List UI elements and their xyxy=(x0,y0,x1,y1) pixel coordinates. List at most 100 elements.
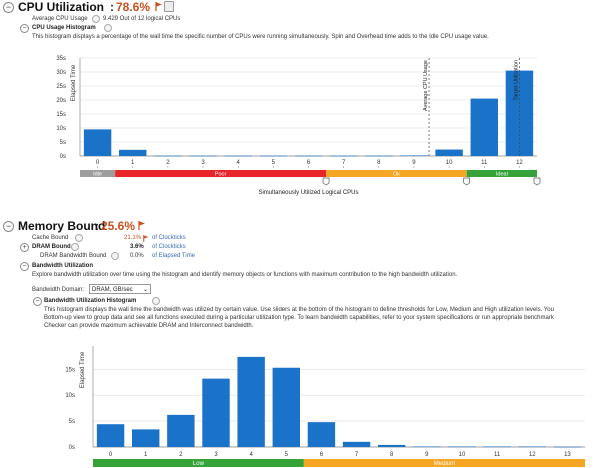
bandwidth-domain-label: Bandwidth Domain: xyxy=(32,287,85,293)
info-icon[interactable] xyxy=(71,243,79,251)
band-ok xyxy=(326,170,467,177)
dram-bandwidth-bound-unit[interactable]: of Elapsed Time xyxy=(152,253,196,259)
target-utilization-label: Target Utilization xyxy=(513,60,519,101)
x-tick-label: 1 xyxy=(144,452,148,458)
bandwidth-domain-value: DRAM, GB/sec xyxy=(92,287,133,293)
y-tick-label: 0s xyxy=(60,154,66,160)
bar xyxy=(132,429,160,447)
threshold-slider-handle[interactable] xyxy=(533,177,541,186)
x-tick-label: 8 xyxy=(390,452,394,458)
cpu-utilization-title: CPU Utilization xyxy=(18,0,104,14)
bar xyxy=(378,444,406,447)
info-icon[interactable] xyxy=(75,234,83,242)
x-tick-label: 10 xyxy=(446,160,453,166)
bar xyxy=(96,424,125,447)
bar xyxy=(505,70,534,156)
flag-icon xyxy=(143,235,149,242)
bar xyxy=(518,446,546,448)
bandwidth-histogram-desc-line-3: Checker can provide maximum achievable D… xyxy=(44,323,254,329)
flag-icon xyxy=(155,2,162,11)
band-poor-label: Poor xyxy=(215,172,227,178)
band-low xyxy=(93,459,304,467)
avg-cpu-usage-label: Average CPU Usage xyxy=(32,16,88,22)
bar xyxy=(342,441,371,447)
threshold-slider-handle[interactable] xyxy=(322,177,330,186)
y-tick-label: 15s xyxy=(65,367,75,373)
x-tick-label: 4 xyxy=(249,452,253,458)
band-ideal xyxy=(466,170,537,177)
bar xyxy=(307,422,336,447)
x-tick-label: 7 xyxy=(342,160,346,166)
y-tick-label: 30s xyxy=(56,70,66,76)
y-tick-label: 10s xyxy=(65,393,75,399)
bar xyxy=(154,155,182,157)
cpu-collapse-toggle[interactable]: − xyxy=(3,2,14,13)
band-idle-label: Idle xyxy=(93,172,102,178)
cache-bound-unit[interactable]: of Clockticks xyxy=(152,235,186,241)
y-tick-label: 15s xyxy=(56,112,66,118)
bandwidth-histogram-desc-line-1: This histogram displays the wall time th… xyxy=(44,307,554,313)
bar xyxy=(167,414,195,447)
bar xyxy=(224,155,252,157)
x-tick-label: 12 xyxy=(529,452,536,458)
bar xyxy=(553,446,582,448)
threshold-slider-handle[interactable] xyxy=(463,177,471,186)
x-tick-label: 10 xyxy=(459,452,466,458)
cpu-histogram-title: CPU Usage Histogram xyxy=(32,25,96,31)
info-icon[interactable] xyxy=(104,24,112,32)
bandwidth-domain-select[interactable]: DRAM, GB/sec ⌄ xyxy=(89,284,151,294)
x-tick-label: 4 xyxy=(237,160,241,166)
y-tick-label: 35s xyxy=(56,56,66,62)
bar xyxy=(448,446,476,448)
dram-bound-toggle[interactable]: + xyxy=(20,243,29,252)
x-axis-label: Simultaneously Utilized Logical CPUs xyxy=(258,190,358,196)
bar xyxy=(329,155,358,157)
band-idle xyxy=(80,170,116,177)
bar xyxy=(83,129,112,156)
bandwidth-utilization-description: Explore bandwidth utilization over time … xyxy=(32,272,458,278)
x-tick-label: 5 xyxy=(272,160,276,166)
x-tick-label: 9 xyxy=(425,452,429,458)
y-tick-label: 20s xyxy=(56,98,66,104)
cpu-histogram-toggle[interactable]: − xyxy=(20,24,29,33)
bandwidth-histogram-desc-line-2: Bottom-up view to group data and see all… xyxy=(44,315,554,321)
x-tick-label: 0 xyxy=(109,452,113,458)
y-tick-label: 0s xyxy=(69,445,75,451)
dram-bound-value: 3.6% xyxy=(130,244,144,250)
bar xyxy=(483,446,511,448)
cache-bound-value: 21.1% xyxy=(124,235,142,241)
y-tick-label: 5s xyxy=(69,419,75,425)
x-tick-label: 7 xyxy=(355,452,359,458)
band-ok-label: Ok xyxy=(393,172,400,178)
bar xyxy=(119,149,147,156)
bar xyxy=(272,367,300,447)
average-cpu-usage-label: Average CPU Usage xyxy=(423,60,429,111)
bar xyxy=(365,155,393,157)
band-poor xyxy=(115,170,327,177)
info-icon[interactable] xyxy=(152,297,160,305)
bandwidth-histogram-toggle[interactable]: − xyxy=(33,297,42,306)
avg-cpu-usage-value: 9.429 Out of 12 logical CPUs xyxy=(103,16,181,22)
x-tick-label: 0 xyxy=(96,160,100,166)
x-tick-label: 2 xyxy=(179,452,183,458)
dram-bandwidth-bound-label: DRAM Bandwidth Bound xyxy=(40,253,107,259)
dram-bound-label: DRAM Bound xyxy=(32,244,71,250)
x-tick-label: 11 xyxy=(481,160,488,166)
band-ideal-label: Ideal xyxy=(496,172,508,178)
x-tick-label: 5 xyxy=(285,452,289,458)
bar xyxy=(189,155,217,157)
x-tick-label: 11 xyxy=(494,452,501,458)
bandwidth-utilization-toggle[interactable]: − xyxy=(20,262,29,271)
x-tick-label: 6 xyxy=(320,452,324,458)
x-tick-label: 1 xyxy=(131,160,135,166)
y-tick-label: 25s xyxy=(56,84,66,90)
copy-icon[interactable] xyxy=(164,1,174,12)
memory-collapse-toggle[interactable]: − xyxy=(3,221,14,232)
band-low-label: Low xyxy=(193,461,205,467)
dram-bound-unit[interactable]: of Clockticks xyxy=(152,244,186,250)
info-icon[interactable] xyxy=(92,15,100,23)
info-icon[interactable] xyxy=(111,252,119,260)
bandwidth-histogram-title: Bandwidth Utilization Histogram xyxy=(44,298,137,304)
